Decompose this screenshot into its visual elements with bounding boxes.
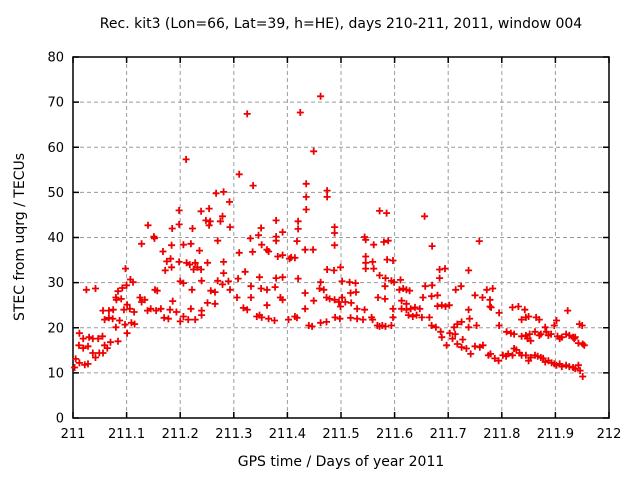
tick-label: 211.8 bbox=[483, 427, 520, 442]
tick-label: 60 bbox=[47, 141, 64, 156]
tick-marks bbox=[72, 56, 610, 419]
y-tick-labels: 0 10 20 30 40 50 60 70 80 bbox=[47, 51, 64, 427]
grid-lines bbox=[73, 57, 609, 418]
tick-label: 211.5 bbox=[322, 427, 359, 442]
tick-label: 30 bbox=[47, 276, 64, 291]
tick-label: 0 bbox=[56, 412, 64, 427]
tick-label: 211.4 bbox=[269, 427, 306, 442]
tick-label: 211.2 bbox=[162, 427, 199, 442]
x-axis-label: GPS time / Days of year 2011 bbox=[237, 454, 445, 470]
tick-label: 40 bbox=[47, 231, 64, 246]
tick-label: 10 bbox=[47, 366, 64, 381]
tick-label: 211.9 bbox=[537, 427, 574, 442]
tick-label: 20 bbox=[47, 321, 64, 336]
tick-label: 211.6 bbox=[376, 427, 413, 442]
tick-label: 211 bbox=[61, 427, 86, 442]
tick-label: 80 bbox=[47, 51, 64, 66]
tick-label: 50 bbox=[47, 186, 64, 201]
tick-label: 70 bbox=[47, 96, 64, 111]
x-tick-labels: 211 211.1 211.2 211.3 211.4 211.5 211.6 211.7 21… bbox=[61, 427, 622, 442]
tick-label: 211.1 bbox=[108, 427, 145, 442]
chart-title: Rec. kit3 (Lon=66, Lat=39, h=HE), days 2… bbox=[99, 16, 583, 32]
data-points bbox=[71, 92, 588, 380]
tick-label: 212 bbox=[597, 427, 622, 442]
tick-label: 211.7 bbox=[430, 427, 467, 442]
tick-label: 211.3 bbox=[215, 427, 252, 442]
